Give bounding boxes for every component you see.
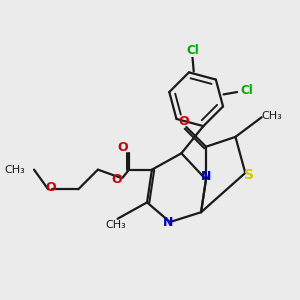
Text: O: O [45, 181, 56, 194]
Text: CH₃: CH₃ [4, 165, 25, 175]
Text: N: N [201, 170, 211, 183]
Text: O: O [111, 173, 122, 186]
Text: CH₃: CH₃ [106, 220, 126, 230]
Text: N: N [163, 215, 173, 229]
Text: Cl: Cl [240, 84, 253, 97]
Text: O: O [179, 115, 189, 128]
Text: S: S [244, 168, 254, 182]
Text: CH₃: CH₃ [262, 111, 283, 121]
Text: O: O [118, 141, 128, 154]
Text: Cl: Cl [186, 44, 199, 57]
